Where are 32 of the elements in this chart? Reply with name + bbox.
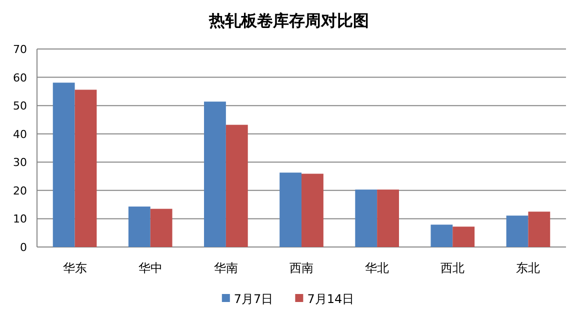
y-tick-label: 30 xyxy=(13,156,27,170)
legend-label: 7月7日 xyxy=(234,292,274,306)
y-tick-label: 0 xyxy=(20,241,27,254)
bar xyxy=(52,82,75,247)
y-tick-label: 50 xyxy=(13,100,27,113)
x-tick-label: 华东 xyxy=(62,261,87,275)
bar xyxy=(280,172,302,247)
y-tick-label: 60 xyxy=(13,71,27,84)
bar xyxy=(150,208,172,247)
bar xyxy=(528,212,550,247)
bar xyxy=(226,124,248,247)
bar xyxy=(506,216,528,247)
y-tick-label: 10 xyxy=(13,212,27,226)
x-tick-label: 华中 xyxy=(138,261,162,275)
x-tick-label: 西北 xyxy=(440,261,465,275)
bar xyxy=(355,190,378,247)
x-tick-label: 华北 xyxy=(365,261,390,275)
bar xyxy=(204,102,226,247)
x-tick-label: 华南 xyxy=(214,261,238,275)
bar xyxy=(74,90,97,247)
y-tick-label: 40 xyxy=(13,128,27,141)
x-tick-label: 西南 xyxy=(290,261,314,275)
y-tick-label: 70 xyxy=(13,43,27,56)
bar xyxy=(302,174,324,247)
legend-label: 7月14日 xyxy=(307,292,354,306)
y-tick-label: 20 xyxy=(13,184,27,198)
bar xyxy=(452,226,475,247)
bar xyxy=(377,190,399,247)
bar xyxy=(128,206,150,247)
x-tick-label: 东北 xyxy=(516,261,540,275)
chart-title: 热轧板卷库存周对比图 xyxy=(208,11,369,30)
bar xyxy=(430,224,453,247)
